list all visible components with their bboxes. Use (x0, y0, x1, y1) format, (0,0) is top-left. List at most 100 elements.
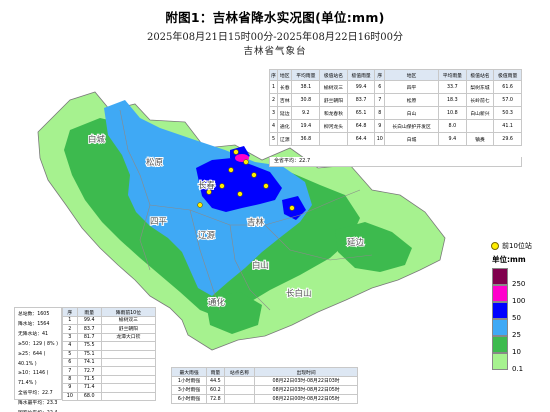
table-cell (100, 341, 157, 351)
legend-threshold: 250 (512, 280, 526, 288)
table-cell: 10.8 (438, 106, 467, 120)
table-cell (100, 391, 157, 401)
label-jilin: 吉林 (247, 217, 265, 228)
legend-color-swatch (492, 285, 508, 302)
top10-marker (206, 189, 212, 195)
table-cell: 19.4 (291, 119, 321, 133)
table-cell: 74.1 (76, 357, 102, 368)
top10-row: 7 72.7 (62, 366, 157, 376)
rain-band-10-south (205, 292, 262, 334)
label-tonghua: 通化 (208, 297, 226, 308)
table-cell: 9.4 (438, 132, 467, 146)
table-cell: 1 (62, 315, 78, 326)
table-cell: 29.6 (493, 132, 522, 146)
table-cell: 18.3 (438, 93, 467, 107)
table-cell: 榆树双三 (100, 315, 157, 326)
table-cell: 64.4 (346, 132, 376, 146)
table-cell: 白山新兴 (465, 106, 495, 120)
table-cell: 71.4 (76, 383, 102, 393)
table-cell: 白山 (384, 106, 440, 120)
table-cell: 08月22日03时-08月22日03时 (254, 376, 358, 386)
table-cell: 5 (269, 132, 278, 146)
top10-row: 10 68.0 (62, 391, 157, 401)
rain-band-10-east (335, 222, 412, 272)
table-cell: 柳河龙头 (319, 119, 348, 133)
table-cell: 1小时雨强 (170, 376, 208, 386)
table-cell: 64.8 (346, 119, 376, 133)
label-changbaishan: 长白山 (286, 288, 312, 299)
hourly-row: 3小时雨强 60.2 08月22日03时-08月22日05时 (170, 385, 358, 395)
map-title: 附图1：吉林省降水实况图(单位:mm) (165, 10, 385, 25)
top10-marker (251, 172, 257, 178)
legend-color-swatch (492, 302, 508, 319)
top10-row: 6 74.1 (62, 357, 157, 368)
col-header: 序 (62, 307, 78, 317)
table-cell: 38.1 (291, 80, 321, 94)
top10-row: 3 81.7 龙潭大口钦 (62, 332, 157, 343)
region-row: 2 吉林 30.8 舒兰朝阳 83.7 7 松原 18.3 长岭前七 57.0 (269, 93, 522, 107)
legend-color-swatch (492, 268, 508, 285)
table-cell: 6 (62, 357, 78, 368)
table-cell: 白城 (384, 132, 440, 146)
stat-line: ≥50：129 ( 8% ) (18, 341, 59, 347)
top10-row: 9 71.4 (62, 383, 157, 393)
region-row: 3 延边 9.2 和龙春秋 65.1 8 白山 10.8 白山新兴 50.3 (269, 106, 522, 120)
region-table-body: 1 长春 38.1 榆树双三 99.4 6 四平 33.7 梨树东城 61.6 2 吉林 30.8 舒兰朝… (269, 80, 522, 146)
table-cell: 75.1 (76, 349, 102, 359)
table-cell: 99.4 (76, 315, 102, 326)
top10-markers (197, 149, 295, 211)
legend-threshold: 100 (512, 297, 526, 305)
table-cell: 四平 (384, 80, 440, 94)
table-cell: 68.0 (76, 391, 102, 401)
col-header: 站点名称 (223, 367, 256, 377)
table-cell: 4 (62, 341, 78, 351)
station-stats-panel: 总站数：1605 降水站：1564 无降水站：41 ≥50：129 ( 8% ) ≥25… (14, 307, 62, 412)
legend-threshold: 0.1 (512, 365, 524, 373)
top10-row: 8 71.5 (62, 374, 157, 385)
top10-row: 5 75.1 (62, 349, 157, 359)
col-header: 地区 (276, 69, 293, 81)
region-row: 5 辽源 36.8 64.4 10 白城 9.4 镇赉 29.6 (269, 132, 522, 146)
map-legend: 前10位站 单位:mm 250 100 50 25 10 0.1 (486, 240, 546, 390)
col-header: 降雨前10位 (100, 307, 157, 317)
table-cell: 3小时雨强 (170, 385, 208, 395)
legend-unit: 单位:mm (492, 255, 526, 264)
table-cell: 4 (269, 119, 278, 133)
table-cell (100, 366, 157, 376)
legend-threshold: 10 (512, 348, 521, 356)
hourly-table-header: 最大雨强 雨量 站点名称 出现时间 (170, 367, 358, 377)
table-cell: 2 (269, 93, 278, 107)
table-cell (319, 132, 348, 146)
region-row: 1 长春 38.1 榆树双三 99.4 6 四平 33.7 梨树东城 61.6 (269, 80, 522, 94)
col-header: 最大雨强 (170, 367, 208, 377)
table-cell: 9.2 (291, 106, 321, 120)
col-header: 极值站名 (465, 69, 495, 81)
legend-color-swatch (492, 353, 508, 370)
hourly-row: 1小时雨强 44.5 08月22日03时-08月22日03时 (170, 376, 358, 386)
table-cell (100, 349, 157, 359)
top10-table-body: 1 99.4 榆树双三 2 83.7 舒兰朝阳 3 81.7 龙潭大口钦 4 75.5 5 75.1 6 7… (62, 315, 157, 401)
legend-marker-label: 前10位站 (502, 242, 532, 250)
table-cell (100, 357, 157, 368)
top10-marker (197, 202, 203, 208)
stat-line: 无降水站：41 (18, 331, 49, 337)
col-header: 序 (374, 69, 386, 81)
legend-threshold: 25 (512, 331, 521, 339)
stat-line: 降水最平均：23.3 (18, 401, 58, 407)
col-header: 极值站名 (319, 69, 348, 81)
table-cell: 6小时雨强 (170, 394, 208, 404)
table-cell: 41.1 (493, 119, 522, 133)
table-cell: 梨树东城 (465, 80, 495, 94)
table-cell: 44.5 (206, 376, 225, 386)
col-header: 雨量 (76, 307, 102, 317)
table-cell: 83.7 (76, 324, 102, 334)
table-cell: 08月22日03时-08月22日05时 (254, 385, 358, 395)
table-cell: 08月22日00时-08月22日05时 (254, 394, 358, 404)
table-cell: 8.0 (438, 119, 467, 133)
table-cell: 舒兰朝阳 (319, 93, 348, 107)
col-header: 地区 (384, 69, 440, 81)
label-baicheng: 白城 (88, 134, 106, 145)
max-intensity-table: 最大雨强 雨量 站点名称 出现时间 1小时雨强 44.5 08月22日03时-08月… (170, 367, 358, 404)
table-cell: 6 (374, 80, 386, 94)
table-cell: 镇赉 (465, 132, 495, 146)
